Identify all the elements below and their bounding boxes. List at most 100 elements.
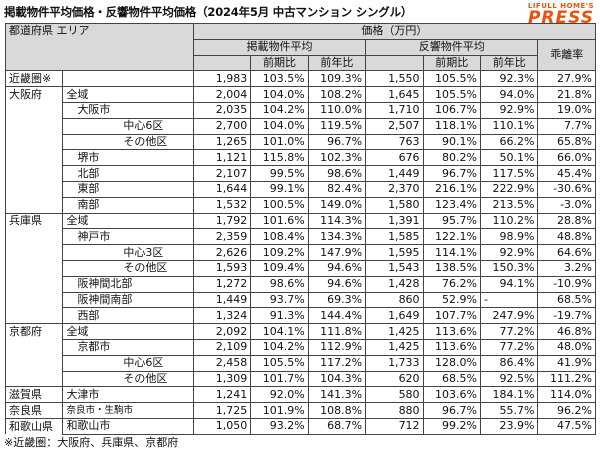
cell-listed-prev-period: 108.4%	[250, 228, 309, 246]
cell-response-prev-year: 92.5%	[479, 370, 539, 388]
cell-response-price: 860	[365, 291, 424, 309]
cell-area: 南部	[62, 196, 194, 214]
cell-response-prev-year: 222.9%	[479, 180, 539, 198]
cell-response-prev-period: 106.7%	[422, 101, 482, 119]
cell-response-price: 1,733	[365, 354, 424, 372]
cell-response-prev-period: 114.1%	[422, 244, 482, 261]
cell-response-prev-year: 50.1%	[479, 149, 539, 167]
cell-response-prev-period: 68.5%	[422, 370, 482, 388]
cell-pref: 滋賀県	[4, 386, 64, 404]
table-row: 堺市 1,121 115.8% 102.3% 676 80.2% 50.1% 66.0%	[4, 149, 596, 167]
cell-listed-prev-year: 102.3%	[307, 149, 367, 167]
cell-listed-price: 1,324	[192, 307, 252, 325]
cell-response-prev-period: 105.5%	[422, 86, 482, 103]
table-row: 神戸市 2,359 108.4% 134.3% 1,585 122.1% 98.9% 48.8…	[4, 228, 596, 246]
cell-response-prev-period: 118.1%	[422, 117, 482, 135]
cell-area	[62, 133, 121, 151]
cell-response-prev-period: 99.2%	[422, 417, 482, 435]
cell-listed-prev-year: 82.4%	[307, 180, 367, 198]
table-row: 中心3区 2,626 109.2% 147.9% 1,595 114.1% 92.9% 64.…	[4, 244, 596, 261]
cell-response-price: 2,370	[365, 180, 424, 198]
cell-area: 堺市	[62, 149, 194, 167]
cell-listed-prev-year: 109.3%	[307, 70, 367, 88]
cell-pref	[4, 149, 64, 166]
table-row: 和歌山県 和歌山市 1,050 93.2% 68.7% 712 99.2% 23.9% 47.5…	[4, 417, 596, 435]
cell-response-prev-year: 98.9%	[479, 228, 539, 246]
cell-listed-prev-year: 134.3%	[307, 228, 367, 246]
cell-divergence: 66.0%	[537, 149, 596, 167]
cell-listed-price: 2,109	[192, 338, 252, 356]
table-row: 東部 1,644 99.1% 82.4% 2,370 216.1% 222.9% -30.6%	[4, 180, 596, 198]
cell-listed-prev-period: 100.5%	[250, 196, 309, 214]
cell-divergence: 27.9%	[537, 70, 596, 88]
cell-listed-prev-period: 104.0%	[250, 86, 309, 103]
table-body: 近畿圏※ 1,983 103.5% 109.3% 1,550 105.5% 92.3% 27.…	[4, 70, 596, 435]
cell-divergence: 48.0%	[537, 338, 596, 356]
cell-listed-price: 1,265	[192, 133, 252, 151]
cell-response-prev-period: 95.7%	[422, 212, 482, 230]
cell-listed-prev-period: 101.0%	[250, 133, 309, 151]
cell-divergence: 111.2%	[537, 370, 596, 388]
cell-divergence: 21.8%	[537, 86, 596, 103]
cell-area	[62, 117, 121, 135]
cell-listed-prev-period: 99.5%	[250, 165, 309, 182]
cell-listed-price: 1,983	[192, 70, 252, 88]
cell-response-price: 1,449	[365, 165, 424, 182]
table-row: 兵庫県 全域 1,792 101.6% 114.3% 1,391 95.7% 110.2% 28…	[4, 212, 596, 230]
cell-divergence: 64.6%	[537, 244, 596, 261]
cell-pref	[4, 102, 64, 119]
cell-pref: 兵庫県	[4, 212, 64, 229]
cell-area	[62, 354, 121, 372]
brand-sub: LIFULL HOME'S	[527, 2, 594, 10]
cell-divergence: 68.5%	[537, 291, 596, 309]
table-row: 北部 2,107 99.5% 98.6% 1,449 96.7% 117.5% 45.4%	[4, 165, 596, 182]
cell-area	[62, 70, 194, 88]
cell-listed-price: 2,004	[192, 86, 252, 103]
cell-listed-prev-year: 141.3%	[307, 386, 367, 404]
cell-area: 全域	[62, 323, 194, 340]
cell-listed-price: 1,532	[192, 196, 252, 214]
cell-response-prev-period: 107.7%	[422, 307, 482, 325]
cell-area: 全域	[62, 86, 194, 103]
price-table: 都道府県 エリア 価格（万円） 掲載物件平均 反響物件平均 乖離率 前期比 前年…	[4, 22, 597, 435]
cell-response-price: 880	[365, 402, 424, 419]
cell-listed-price: 1,644	[192, 180, 252, 198]
cell-response-price: 1,425	[365, 338, 424, 356]
cell-response-prev-year: 213.5%	[479, 196, 539, 214]
cell-listed-prev-period: 101.9%	[250, 402, 309, 419]
cell-listed-prev-year: 108.8%	[307, 402, 367, 419]
cell-listed-prev-period: 104.2%	[250, 101, 309, 119]
cell-response-price: 1,649	[365, 307, 424, 325]
cell-listed-prev-year: 94.6%	[307, 275, 367, 293]
header-listed-prev-year: 前年比	[307, 54, 367, 72]
cell-response-prev-period: 103.6%	[422, 386, 482, 404]
cell-listed-prev-period: 101.6%	[250, 212, 309, 230]
cell-response-price: 1,595	[365, 244, 424, 261]
cell-area: 奈良市・生駒市	[62, 402, 194, 419]
cell-divergence: 3.2%	[537, 259, 596, 277]
cell-listed-prev-period: 109.4%	[250, 259, 309, 277]
cell-pref	[4, 371, 64, 388]
cell-pref	[4, 228, 64, 245]
cell-response-price: 1,391	[365, 212, 424, 230]
cell-area: 東部	[62, 180, 194, 198]
cell-listed-prev-year: 144.4%	[307, 307, 367, 325]
cell-pref	[4, 181, 64, 198]
table-row: 阪神間北部 1,272 98.6% 94.6% 1,428 76.2% 94.1% -10.9…	[4, 275, 596, 293]
table-row: 南部 1,532 100.5% 149.0% 1,580 123.4% 213.5% -3.0…	[4, 196, 596, 214]
cell-response-prev-period: 113.6%	[422, 323, 482, 340]
cell-subarea: その他区	[120, 133, 194, 151]
cell-response-price: 763	[365, 133, 424, 151]
cell-listed-prev-year: 117.2%	[307, 354, 367, 372]
cell-listed-prev-year: 119.5%	[307, 117, 367, 135]
cell-response-prev-year: 92.9%	[479, 244, 539, 261]
cell-divergence: 7.7%	[537, 117, 596, 135]
header-listed-prev-period: 前期比	[250, 54, 309, 72]
cell-listed-price: 1,449	[192, 291, 252, 309]
brand-logo: LIFULL HOME'S PRESS	[528, 2, 594, 27]
cell-response-prev-period: 76.2%	[422, 275, 482, 293]
cell-response-price: 1,543	[365, 259, 424, 277]
cell-area: 大阪市	[62, 101, 194, 119]
cell-area: 北部	[62, 165, 194, 182]
cell-listed-price: 2,700	[192, 117, 252, 135]
